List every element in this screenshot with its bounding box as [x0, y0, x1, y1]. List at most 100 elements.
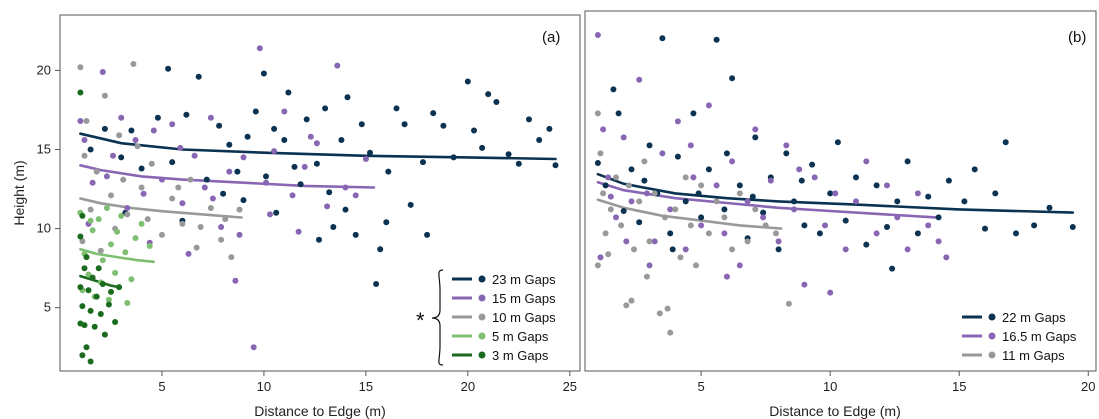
panel-a-label: (a) — [542, 29, 560, 46]
legend-label: 15 m Gaps — [492, 291, 556, 306]
data-point — [752, 206, 759, 213]
data-point — [682, 246, 689, 253]
data-point — [801, 281, 808, 288]
data-point — [97, 311, 104, 317]
data-point — [91, 323, 98, 330]
data-point — [393, 105, 400, 112]
data-point — [301, 163, 308, 170]
data-point — [643, 190, 650, 197]
legend-brace — [431, 269, 444, 366]
x-tick-label: 15 — [359, 379, 373, 394]
data-point — [138, 220, 145, 227]
data-point — [493, 99, 500, 105]
data-point — [935, 238, 942, 245]
data-point — [385, 168, 392, 175]
data-point — [169, 159, 176, 166]
data-point — [159, 231, 165, 238]
fit-line — [596, 172, 1075, 214]
data-point — [651, 190, 658, 197]
legend-label: 3 m Gaps — [492, 348, 549, 363]
x-tick-label: 20 — [1081, 379, 1095, 394]
data-point — [138, 184, 145, 191]
data-point — [183, 111, 190, 118]
data-point — [124, 205, 131, 211]
data-point — [736, 182, 743, 189]
data-point — [430, 110, 437, 117]
legend-marker-swatch — [478, 351, 486, 359]
data-point — [87, 307, 94, 314]
data-point — [112, 319, 119, 325]
data-point — [713, 182, 720, 189]
legend-label: 22 m Gaps — [1002, 310, 1066, 325]
data-point — [662, 214, 668, 221]
data-point — [159, 176, 165, 183]
panel-b-fit-lines — [596, 172, 1075, 230]
data-point — [222, 216, 229, 223]
x-tick-label: 5 — [158, 379, 165, 394]
data-point — [713, 198, 720, 205]
x-tick-label: 10 — [823, 379, 837, 394]
data-point — [729, 158, 736, 165]
data-point — [615, 110, 622, 117]
data-point — [101, 331, 108, 338]
data-point — [827, 289, 834, 296]
data-point — [721, 230, 728, 237]
data-point — [105, 296, 112, 303]
data-point — [646, 238, 653, 245]
data-point — [471, 127, 477, 134]
data-point — [682, 198, 689, 205]
data-point — [884, 182, 890, 189]
data-point — [132, 235, 139, 242]
data-point — [945, 177, 952, 184]
data-point — [324, 203, 331, 210]
data-point — [961, 198, 968, 205]
data-point — [99, 69, 106, 75]
data-point — [179, 200, 186, 207]
x-tick-label: 25 — [563, 379, 577, 394]
data-point — [618, 222, 625, 229]
data-point — [263, 173, 269, 180]
data-point — [197, 224, 204, 230]
x-tick-label: 15 — [952, 379, 966, 394]
data-point — [313, 160, 320, 167]
data-point — [659, 35, 666, 42]
data-point — [108, 192, 114, 199]
legend-label: 11 m Gaps — [1002, 348, 1065, 363]
data-point — [656, 310, 663, 317]
data-point — [602, 182, 609, 189]
data-point — [623, 238, 630, 245]
data-point — [95, 265, 102, 272]
data-point — [971, 166, 978, 173]
data-point — [925, 193, 932, 200]
data-point — [641, 177, 648, 184]
data-point — [791, 206, 797, 213]
data-point — [326, 189, 333, 196]
data-point — [605, 251, 612, 258]
data-point — [698, 222, 705, 229]
data-point — [185, 250, 192, 257]
data-point — [281, 137, 288, 143]
data-point — [232, 277, 239, 284]
data-point — [636, 76, 643, 83]
data-point — [669, 246, 676, 253]
panel-a-y-axis-title: Height (m) — [11, 160, 27, 225]
data-point — [295, 228, 302, 235]
data-point — [641, 158, 648, 165]
data-point — [610, 86, 617, 93]
data-point — [81, 152, 88, 159]
data-point — [81, 265, 88, 272]
data-point — [687, 142, 694, 149]
data-point — [169, 121, 176, 128]
data-point — [594, 262, 601, 269]
data-point — [687, 222, 694, 229]
data-point — [316, 236, 322, 243]
fit-line — [596, 198, 783, 230]
data-point — [79, 238, 86, 245]
legend-marker-swatch — [478, 313, 486, 321]
data-point — [330, 224, 337, 230]
data-point — [132, 137, 139, 143]
legend-marker-swatch — [478, 275, 486, 283]
data-point — [705, 102, 712, 109]
data-point — [659, 150, 666, 157]
